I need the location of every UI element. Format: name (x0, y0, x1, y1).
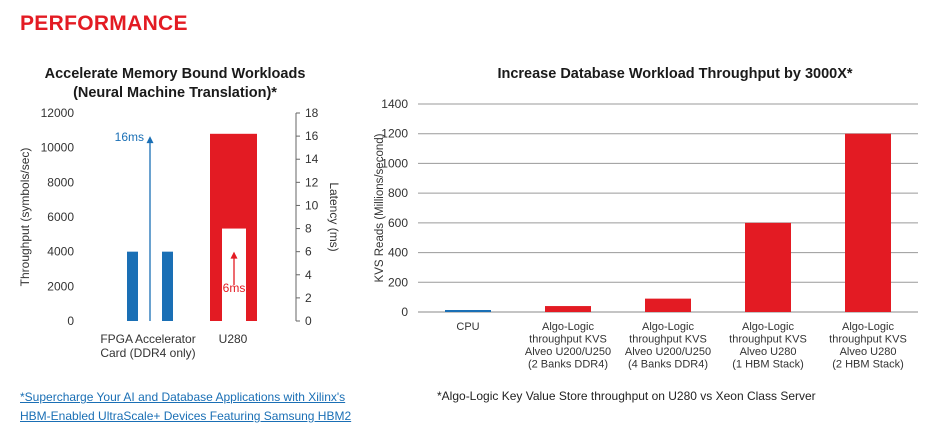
latency-arrow-head (146, 136, 154, 144)
right-y-tick-label: 18 (305, 106, 319, 120)
right-chart-title: Increase Database Workload Throughput by… (497, 66, 853, 82)
right-category-label: Alveo U200/U250 (625, 346, 711, 358)
right-category-label: (1 HBM Stack) (732, 359, 804, 371)
footnote-link-line1[interactable]: *Supercharge Your AI and Database Applic… (20, 390, 346, 404)
right-y-axis-label: KVS Reads (Millions/second) (374, 133, 386, 282)
left-y-tick-label: 8000 (47, 175, 74, 189)
page-heading: PERFORMANCE (20, 12, 188, 35)
right-y-tick-label: 600 (388, 216, 408, 230)
left-category-label: FPGA Accelerator (100, 332, 195, 346)
latency-label: 16ms (115, 130, 144, 144)
left-y-tick-label: 4000 (47, 245, 74, 259)
right-y-tick-label: 10 (305, 198, 319, 212)
right-category-label: throughput KVS (829, 334, 907, 346)
right-y-axis-label: Latency (ms) (327, 182, 341, 251)
right-category-label: CPU (456, 321, 479, 333)
left-chart-title-line2: (Neural Machine Translation)* (73, 85, 277, 101)
right-y-tick-label: 14 (305, 152, 319, 166)
right-y-tick-label: 2 (305, 291, 312, 305)
left-y-tick-label: 6000 (47, 210, 74, 224)
throughput-bar (162, 251, 173, 321)
right-category-label: throughput KVS (629, 334, 707, 346)
right-category-label: Algo-Logic (642, 321, 694, 333)
left-y-axis-label: Throughput (symbols/sec) (18, 148, 32, 287)
right-category-label: throughput KVS (529, 334, 607, 346)
right-category-label: Algo-Logic (742, 321, 794, 333)
right-y-tick-label: 8 (305, 222, 312, 236)
left-category-label: U280 (219, 332, 248, 346)
left-chart-title-line1: Accelerate Memory Bound Workloads (44, 66, 306, 82)
latency-label: 6ms (223, 281, 246, 295)
right-y-tick-label: 1000 (381, 156, 408, 170)
footnote-link-line2[interactable]: HBM-Enabled UltraScale+ Devices Featurin… (20, 409, 352, 423)
right-y-tick-label: 16 (305, 129, 319, 143)
left-chart-title: Accelerate Memory Bound Workloads (Neura… (20, 65, 330, 103)
left-y-tick-label: 12000 (41, 106, 75, 120)
kvs-bar (445, 310, 491, 312)
kvs-bar (845, 133, 891, 312)
right-category-label: Alveo U200/U250 (525, 346, 611, 358)
right-category-label: Algo-Logic (542, 321, 594, 333)
left-y-tick-label: 10000 (41, 141, 75, 155)
right-y-tick-label: 4 (305, 268, 312, 282)
right-category-label: throughput KVS (729, 334, 807, 346)
kvs-bar (545, 306, 591, 312)
right-y-tick-label: 200 (388, 275, 408, 289)
left-y-tick-label: 2000 (47, 279, 74, 293)
throughput-bar (127, 251, 138, 321)
left-category-label: Card (DDR4 only) (100, 346, 195, 360)
right-category-label: Alveo U280 (840, 346, 897, 358)
kvs-bar (745, 222, 791, 312)
footnote-right: *Algo-Logic Key Value Store throughput o… (437, 389, 816, 403)
right-y-tick-label: 6 (305, 245, 312, 259)
right-y-tick-label: 400 (388, 246, 408, 260)
footnote-link[interactable]: *Supercharge Your AI and Database Applic… (20, 388, 351, 426)
latency-arrow-head (230, 251, 238, 259)
right-y-tick-label: 800 (388, 186, 408, 200)
right-y-tick-label: 0 (305, 314, 312, 328)
right-category-label: (4 Banks DDR4) (628, 359, 708, 371)
kvs-bar (645, 298, 691, 312)
right-category-label: (2 Banks DDR4) (528, 359, 608, 371)
right-y-tick-label: 1200 (381, 127, 408, 141)
right-y-tick-label: 12 (305, 175, 319, 189)
left-y-tick-label: 0 (67, 314, 74, 328)
right-category-label: Alveo U280 (740, 346, 797, 358)
right-y-tick-label: 0 (401, 305, 408, 319)
right-category-label: Algo-Logic (842, 321, 894, 333)
right-category-label: (2 HBM Stack) (832, 359, 904, 371)
right-y-tick-label: 1400 (381, 97, 408, 111)
